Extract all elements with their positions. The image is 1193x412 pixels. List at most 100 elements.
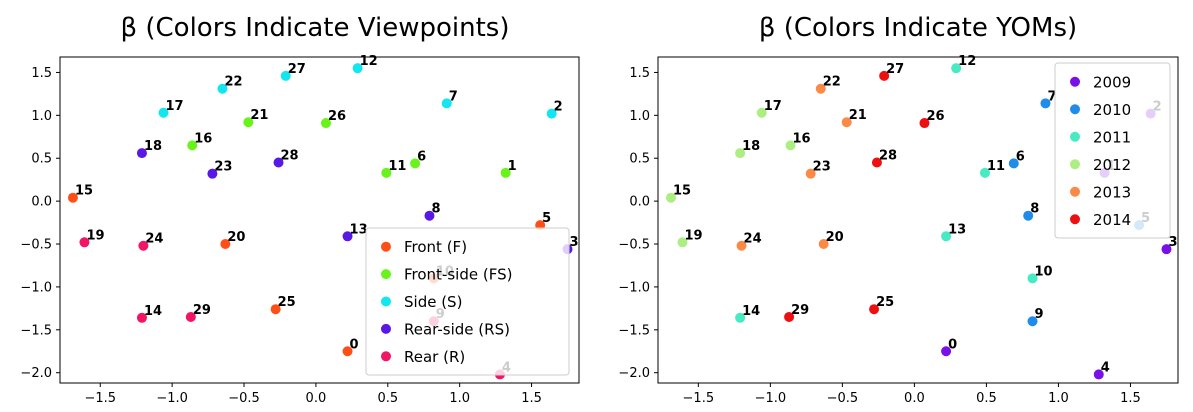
scatter-point — [410, 158, 421, 169]
y-tick-label: 1.5 — [31, 66, 52, 81]
scatter-point — [735, 312, 746, 323]
point-label: 15 — [75, 184, 93, 199]
point-label: 20 — [826, 230, 844, 245]
y-tick-label: 0.0 — [629, 195, 650, 210]
point-label: 22 — [224, 75, 242, 90]
legend-marker — [381, 323, 391, 334]
point-label: 7 — [1047, 89, 1056, 104]
point-label: 12 — [958, 54, 976, 69]
x-tick-label: −1.5 — [683, 391, 715, 406]
point-label: 12 — [360, 54, 378, 69]
point-label: 19 — [86, 228, 104, 243]
scatter-point — [1040, 98, 1051, 109]
point-label: 8 — [431, 202, 440, 217]
scatter-point — [785, 140, 796, 151]
point-label: 20 — [227, 230, 245, 245]
legend-entry-label: Front (F) — [404, 238, 467, 256]
legend-entry-label: Rear (R) — [404, 348, 465, 366]
x-tick-label: −0.5 — [827, 391, 859, 406]
point-label: 27 — [886, 62, 904, 77]
scatter-point — [273, 157, 284, 168]
point-label: 8 — [1030, 202, 1039, 217]
y-tick-label: 0.5 — [31, 152, 52, 167]
scatter-point — [1027, 316, 1038, 327]
y-tick-label: 1.0 — [31, 109, 52, 124]
y-tick-label: −0.5 — [20, 238, 52, 253]
point-label: 24 — [744, 232, 762, 247]
x-tick-label: 1.5 — [1120, 391, 1141, 406]
point-label: 18 — [144, 139, 162, 154]
legend-marker — [381, 351, 391, 362]
point-label: 29 — [791, 303, 809, 318]
scatter-point — [879, 70, 890, 81]
point-label: 10 — [1035, 264, 1053, 279]
scatter-point — [979, 167, 990, 178]
y-tick-label: 0.5 — [629, 152, 650, 167]
scatter-point — [677, 237, 688, 248]
scatter-point — [818, 239, 829, 250]
x-tick-label: 1.5 — [521, 391, 542, 406]
scatter-point — [869, 304, 880, 315]
x-tick-label: −1.5 — [84, 391, 116, 406]
scatter-point — [217, 83, 228, 94]
point-label: 2 — [554, 100, 563, 115]
scatter-point — [1008, 158, 1019, 169]
point-label: 13 — [948, 222, 966, 237]
y-tick-label: −0.5 — [618, 238, 650, 253]
scatter-point — [736, 240, 747, 251]
x-tick-label: 0.5 — [976, 391, 997, 406]
scatter-point — [185, 311, 196, 322]
scatter-point — [500, 167, 511, 178]
scatter-point — [784, 311, 795, 322]
point-label: 9 — [1035, 307, 1044, 322]
point-label: 26 — [926, 109, 944, 124]
scatter-point — [342, 231, 353, 242]
scatter-point — [546, 108, 557, 119]
point-label: 28 — [879, 149, 897, 164]
point-label: 11 — [987, 159, 1005, 174]
legend-entry-label: 2009 — [1093, 73, 1131, 91]
scatter-point — [815, 83, 826, 94]
scatter-point — [138, 240, 149, 251]
scatter-point — [220, 239, 231, 250]
point-label: 17 — [764, 99, 782, 114]
y-tick-label: 1.5 — [629, 66, 650, 81]
scatter-point — [735, 148, 746, 159]
y-tick-label: −2.0 — [618, 366, 650, 381]
point-label: 24 — [145, 232, 163, 247]
legend-marker — [1070, 104, 1080, 115]
scatter-point — [320, 118, 331, 129]
scatter-point — [280, 70, 291, 81]
y-tick-label: 1.0 — [629, 109, 650, 124]
chart-title: β (Colors Indicate Viewpoints) — [121, 13, 510, 43]
scatter-point — [951, 63, 962, 74]
point-label: 11 — [388, 159, 406, 174]
point-label: 21 — [849, 108, 867, 123]
point-label: 17 — [166, 99, 184, 114]
scatter-point — [270, 304, 281, 315]
legend-marker — [381, 296, 391, 307]
point-label: 25 — [876, 295, 894, 310]
scatter-point — [67, 192, 78, 203]
scatter-point — [342, 346, 353, 357]
scatter-point — [1023, 210, 1034, 221]
legend-marker — [1070, 214, 1080, 225]
x-tick-label: 0.5 — [377, 391, 398, 406]
scatter-point — [243, 117, 254, 128]
yom-scatter-panel: β (Colors Indicate YOMs) −1.5 −1.0 −0.5 0.0 0… — [618, 13, 1179, 406]
scatter-point — [441, 98, 452, 109]
scatter-point — [158, 107, 169, 118]
point-label: 6 — [1016, 149, 1025, 164]
scatter-point — [941, 231, 952, 242]
scatter-point — [941, 346, 952, 357]
point-label: 27 — [288, 62, 306, 77]
x-tick-label: −0.5 — [228, 391, 260, 406]
point-label: 23 — [214, 160, 232, 175]
scatter-point — [1161, 244, 1172, 255]
scatter-point — [871, 157, 882, 168]
legend-entry-label: Rear-side (RS) — [404, 320, 510, 338]
y-tick-label: 0.0 — [31, 195, 52, 210]
point-label: 23 — [813, 160, 831, 175]
scatter-point — [381, 167, 392, 178]
